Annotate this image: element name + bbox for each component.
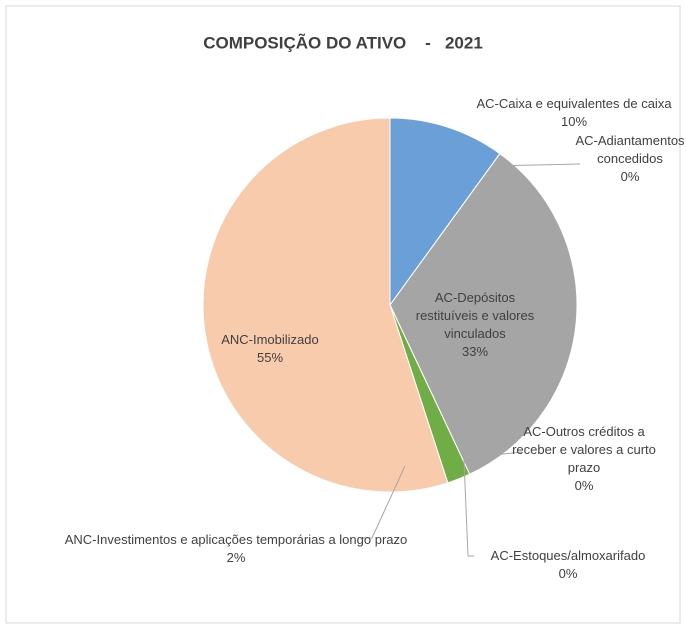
chart-title: COMPOSIÇÃO DO ATIVO - 2021	[203, 32, 483, 52]
data-label: AC-Caixa e equivalentes de caixa 10%	[459, 95, 686, 131]
value-label: 0%	[620, 169, 640, 184]
category-label: ANC-Investimentos e aplicações temporári…	[64, 532, 408, 547]
leader-line	[493, 163, 581, 167]
category-label: AC-Adiantamentos concedidos	[575, 133, 685, 166]
category-label: ANC-Imobilizado	[221, 332, 319, 347]
category-label: AC-Depósitos restituíveis e valores vinc…	[415, 290, 535, 341]
value-label: 0%	[558, 566, 578, 581]
slice	[202, 117, 449, 493]
value-label: 55%	[256, 350, 284, 365]
category-label: AC-Estoques/almoxarifado	[490, 548, 646, 563]
data-label: AC-Outros créditos a receber e valores a…	[509, 423, 659, 495]
value-label: 33%	[461, 344, 489, 359]
data-label: ANC-Investimentos e aplicações temporári…	[41, 531, 431, 567]
value-label: 2%	[226, 550, 246, 565]
slice	[389, 117, 501, 307]
leader-line	[463, 459, 474, 557]
data-label: AC-Estoques/almoxarifado 0%	[453, 547, 683, 583]
data-label: AC-Depósitos restituíveis e valores vinc…	[415, 289, 535, 361]
leader-line	[465, 451, 523, 459]
value-label: 10%	[560, 114, 588, 129]
value-label: 0%	[574, 478, 594, 493]
slice	[389, 153, 578, 475]
category-label: AC-Caixa e equivalentes de caixa	[476, 96, 672, 111]
data-label: ANC-Imobilizado 55%	[195, 331, 345, 367]
leader-lines	[360, 163, 581, 557]
slices	[202, 117, 578, 493]
leader-line	[360, 465, 406, 539]
category-label: AC-Outros créditos a receber e valores a…	[512, 424, 656, 475]
data-label: AC-Adiantamentos concedidos 0%	[575, 132, 685, 186]
